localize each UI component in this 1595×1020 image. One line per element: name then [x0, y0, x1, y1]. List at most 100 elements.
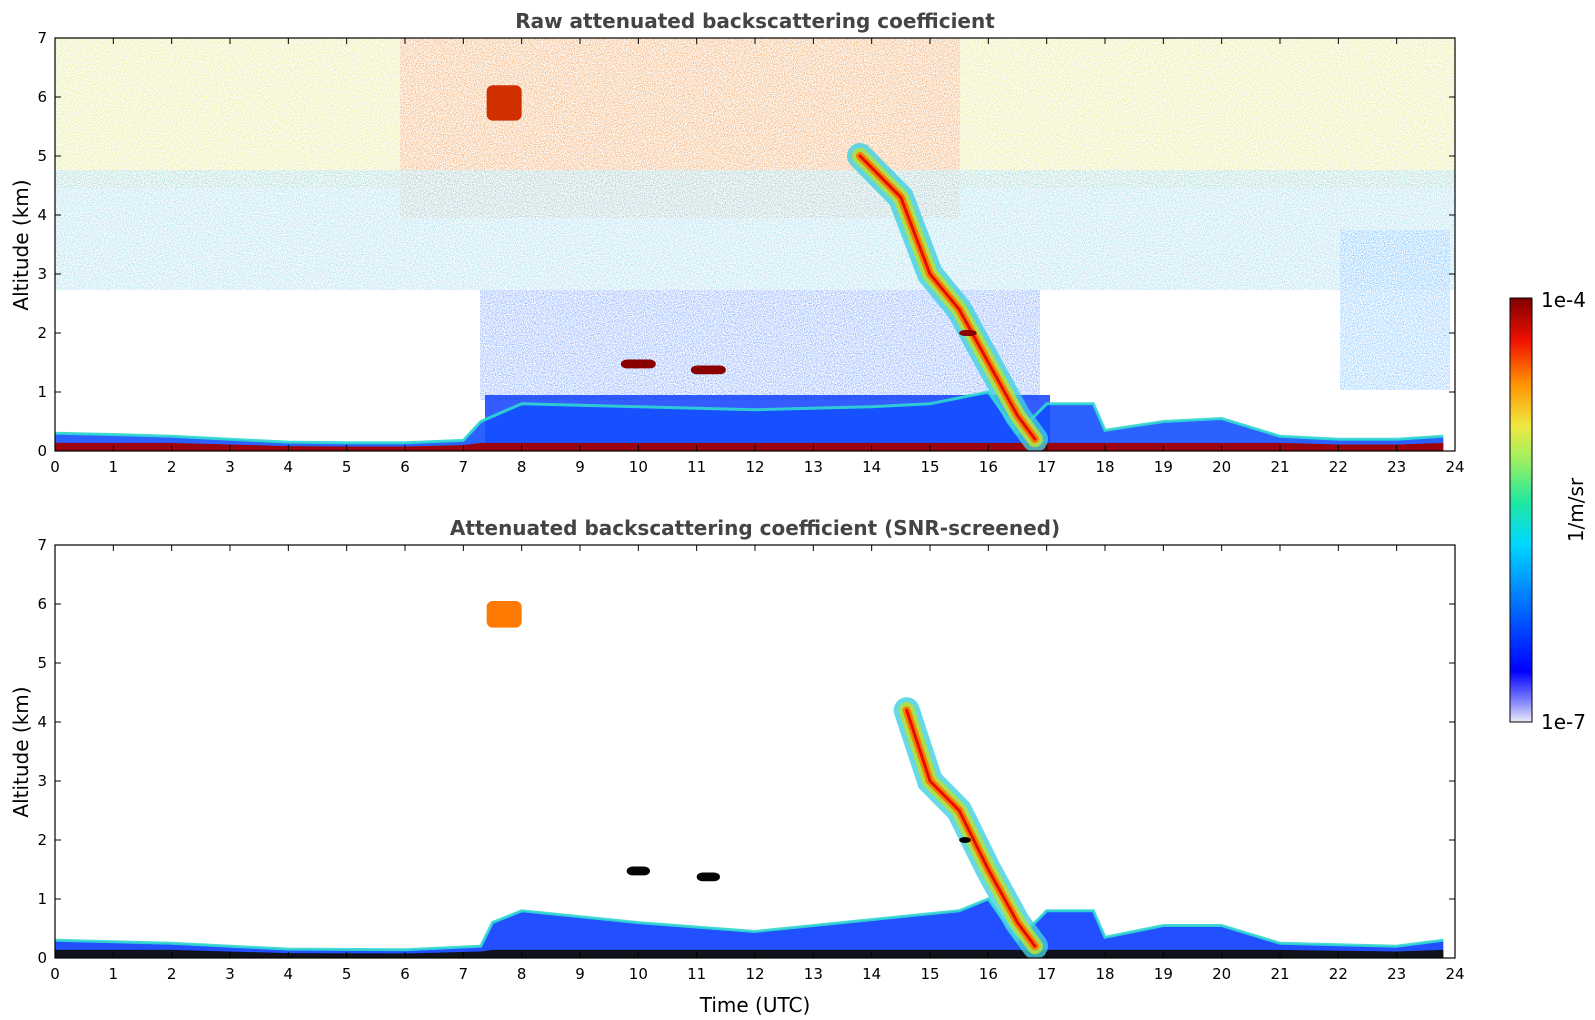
heatmap-plot [55, 545, 1455, 958]
x-tick-label: 20 [1212, 965, 1231, 983]
x-tick-label: 23 [1387, 458, 1406, 476]
x-tick-label: 7 [459, 458, 469, 476]
colorbar-max-label: 1e-4 [1541, 288, 1586, 312]
elevated-layer-series [486, 601, 971, 882]
x-tick-label: 8 [517, 458, 527, 476]
elevated-layer [620, 359, 656, 369]
y-axis-label: Altitude (km) [9, 686, 33, 817]
x-tick-label: 13 [804, 458, 823, 476]
y-tick-label: 3 [37, 772, 47, 790]
x-tick-label: 6 [400, 458, 410, 476]
x-tick-label: 10 [629, 965, 648, 983]
ground-layer-band [55, 949, 1444, 958]
x-axis: 0 1 2 3 4 5 6 7 8 9 10 11 12 13 14 15 16 17 18 19 20 21 22 23 24 [50, 38, 1465, 476]
snr-screened-panel: Attenuated backscattering coefficient (S… [9, 516, 1465, 1017]
heatmap-plot [55, 38, 1455, 451]
x-tick-label: 9 [575, 458, 585, 476]
y-axis: 0 1 2 3 4 5 6 7 [37, 536, 1455, 967]
x-tick-label: 0 [50, 458, 60, 476]
elevated-layer [626, 866, 650, 876]
x-tick-label: 0 [50, 965, 60, 983]
raw-backscatter-panel: Raw attenuated backscattering coefficien… [9, 9, 1465, 476]
x-tick-label: 10 [629, 458, 648, 476]
y-tick-label: 0 [37, 442, 47, 460]
x-tick-label: 14 [862, 965, 881, 983]
y-tick-label: 7 [37, 29, 47, 47]
x-tick-label: 2 [167, 458, 177, 476]
x-tick-label: 14 [862, 458, 881, 476]
x-tick-label: 3 [225, 965, 235, 983]
x-tick-label: 21 [1270, 965, 1289, 983]
ground-layer-band [55, 442, 1444, 451]
y-axis: 0 1 2 3 4 5 6 7 [37, 29, 1455, 460]
plot-background [55, 545, 1455, 958]
panel-title: Attenuated backscattering coefficient (S… [450, 516, 1060, 540]
x-tick-label: 11 [687, 458, 706, 476]
boundary-layer-series [55, 390, 1444, 451]
colorbar-unit-label: 1/m/sr [1564, 477, 1588, 542]
x-tick-label: 9 [575, 965, 585, 983]
x-axis-label: Time (UTC) [699, 993, 811, 1017]
y-tick-label: 7 [37, 536, 47, 554]
y-tick-label: 1 [37, 890, 47, 908]
noise-layer-mid [55, 170, 1455, 290]
x-tick-label: 18 [1095, 458, 1114, 476]
x-tick-label: 12 [745, 458, 764, 476]
x-tick-label: 24 [1445, 965, 1464, 983]
x-tick-label: 15 [920, 458, 939, 476]
y-axis-label: Altitude (km) [9, 179, 33, 310]
y-tick-label: 5 [37, 654, 47, 672]
x-tick-label: 5 [342, 965, 352, 983]
y-tick-label: 4 [37, 713, 47, 731]
boundary-layer-series [55, 897, 1444, 958]
y-tick-label: 2 [37, 324, 47, 342]
boundary-layer-area [55, 392, 1444, 451]
elevated-layer [690, 365, 726, 375]
x-tick-label: 16 [979, 458, 998, 476]
x-tick-label: 16 [979, 965, 998, 983]
y-tick-label: 6 [37, 88, 47, 106]
plume-series [847, 143, 1048, 451]
x-tick-label: 22 [1329, 458, 1348, 476]
x-tick-label: 7 [459, 965, 469, 983]
x-tick-label: 19 [1154, 965, 1173, 983]
elevated-layer-series [486, 85, 977, 375]
plume-center [905, 708, 1037, 948]
x-axis: 0 1 2 3 4 5 6 7 8 9 10 11 12 13 14 15 16 17 18 19 20 21 22 23 24 [50, 545, 1465, 983]
colorbar-min-label: 1e-7 [1541, 710, 1586, 734]
x-tick-label: 3 [225, 458, 235, 476]
boundary-layer-area [55, 899, 1444, 958]
x-tick-label: 6 [400, 965, 410, 983]
x-tick-label: 24 [1445, 458, 1464, 476]
x-tick-label: 8 [517, 965, 527, 983]
boundary-layer-top-line [55, 390, 1444, 445]
panel-title: Raw attenuated backscattering coefficien… [515, 9, 995, 33]
x-tick-label: 17 [1037, 965, 1056, 983]
colorbar-ramp [1509, 297, 1533, 723]
x-tick-label: 17 [1037, 458, 1056, 476]
x-tick-label: 2 [167, 965, 177, 983]
x-tick-label: 5 [342, 458, 352, 476]
elevated-layer [959, 837, 971, 843]
plume-center [858, 154, 1037, 441]
x-tick-label: 13 [804, 965, 823, 983]
plume-series [893, 697, 1048, 958]
x-tick-label: 20 [1212, 458, 1231, 476]
y-tick-label: 2 [37, 831, 47, 849]
x-tick-label: 1 [109, 965, 119, 983]
x-tick-label: 4 [284, 965, 294, 983]
y-tick-label: 4 [37, 206, 47, 224]
colorbar: 1e-4 1e-7 1/m/sr [1509, 288, 1588, 734]
x-tick-label: 11 [687, 965, 706, 983]
noise-layer-right [1340, 230, 1450, 390]
x-tick-label: 4 [284, 458, 294, 476]
x-tick-label: 15 [920, 965, 939, 983]
elevated-layer [959, 330, 977, 336]
y-tick-label: 6 [37, 595, 47, 613]
x-tick-label: 1 [109, 458, 119, 476]
y-tick-label: 3 [37, 265, 47, 283]
x-tick-label: 18 [1095, 965, 1114, 983]
noise-region [55, 38, 1455, 400]
elevated-layer [486, 601, 522, 628]
